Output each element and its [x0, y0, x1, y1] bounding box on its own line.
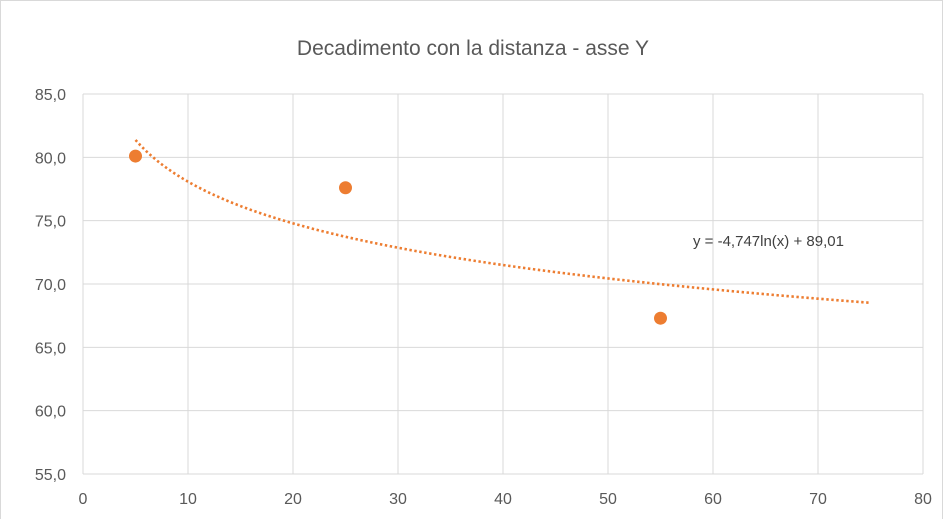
y-tick-label-75: 75,0 [35, 214, 66, 231]
data-point-1 [129, 149, 142, 163]
chart-title: Decadimento con la distanza - asse Y [297, 37, 649, 60]
x-tick-label-10: 10 [179, 491, 197, 508]
x-tick-label-60: 60 [704, 491, 722, 508]
x-tick-label-40: 40 [494, 491, 512, 508]
data-points [129, 149, 667, 325]
axis-tick-labels: 0 10 20 30 40 50 60 70 80 55,0 60,0 65,0 70,0 75,0 80,… [35, 87, 932, 508]
trendline-equation: y = -4,747ln(x) + 89,01 [693, 233, 844, 250]
x-tick-label-30: 30 [389, 491, 407, 508]
y-tick-label-60: 60,0 [35, 404, 66, 421]
data-point-2 [339, 181, 352, 195]
x-tick-label-80: 80 [914, 491, 932, 508]
y-tick-label-55: 55,0 [35, 467, 66, 484]
gridlines [82, 93, 924, 475]
x-tick-label-20: 20 [284, 491, 302, 508]
x-tick-label-70: 70 [809, 491, 827, 508]
x-tick-label-50: 50 [599, 491, 617, 508]
y-tick-label-65: 65,0 [35, 340, 66, 357]
y-tick-label-80: 80,0 [35, 150, 66, 167]
y-tick-label-85: 85,0 [35, 87, 66, 104]
x-tick-label-0: 0 [79, 491, 88, 508]
y-tick-label-70: 70,0 [35, 277, 66, 294]
trendline-group [134, 139, 871, 305]
data-point-3 [654, 311, 667, 325]
trendline [134, 139, 871, 305]
